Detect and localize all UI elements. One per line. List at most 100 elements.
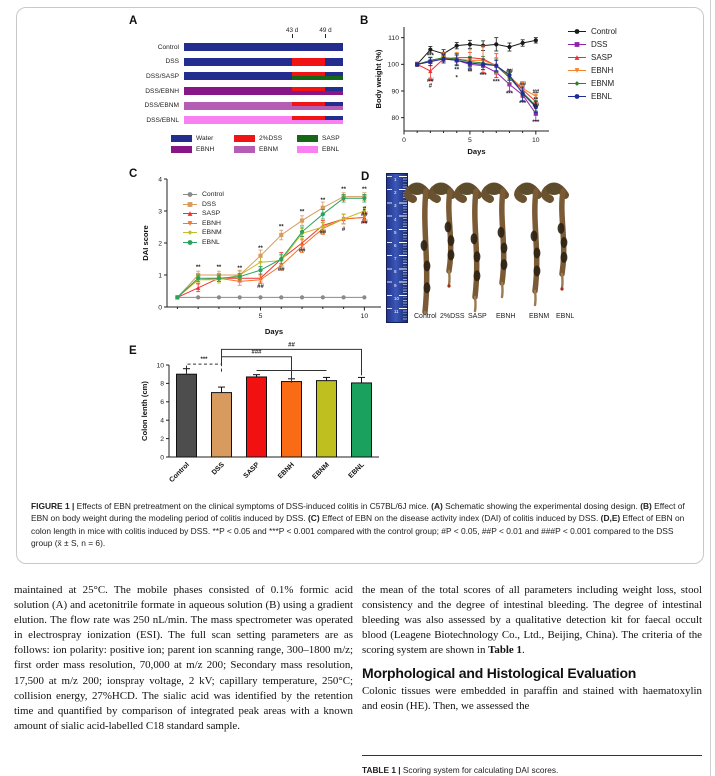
dose-segment-water: [184, 57, 293, 66]
legend-item-dss: DSS: [183, 201, 224, 208]
svg-text:EBNH: EBNH: [277, 461, 296, 480]
svg-text:##: ##: [427, 78, 434, 84]
svg-text:Days: Days: [467, 147, 485, 156]
svg-text:110: 110: [388, 35, 399, 42]
group-label: DSS: [165, 58, 179, 66]
dose-segment-water: [184, 43, 343, 52]
svg-text:#: #: [429, 83, 433, 89]
ruler-number: 1: [394, 177, 397, 182]
dose-segment-ebnh: [184, 87, 293, 92]
legend-label: EBNL: [322, 145, 340, 153]
dose-segment-dss: [292, 116, 326, 121]
schematic-row: DSS/EBNL: [131, 113, 366, 128]
series-EBNL: [175, 193, 367, 300]
dose-segment-ebnh: [184, 91, 343, 96]
schematic-row: DSS/EBNH: [131, 84, 366, 99]
dose-segment-sasp: [292, 76, 343, 81]
legend-swatch: [171, 145, 192, 153]
specimen-label: 2%DSS: [440, 313, 465, 320]
ruler-number: 4: [394, 216, 397, 222]
legend-label: DSS: [591, 40, 608, 49]
legend-label: EBNL: [591, 92, 612, 101]
group-label: DSS/EBNM: [144, 102, 179, 110]
body-column-left: maintained at 25°C. The mobile phases co…: [14, 583, 353, 734]
paragraph-dai-scoring: the mean of the total scores of all para…: [362, 583, 702, 658]
legend-label: Control: [202, 191, 224, 198]
panel-b-label: B: [360, 15, 369, 27]
svg-text:EBNL: EBNL: [347, 461, 366, 480]
panel-c: C 0 1 2 3 4 5 10 Days DAI score ** ** ** ** ** ** ** ** *…: [121, 161, 399, 341]
svg-text:***: ***: [519, 101, 527, 107]
svg-text:**: **: [196, 265, 201, 271]
legend-item-control: Control: [183, 191, 224, 198]
panel-a: A 43 d 49 d Control DSS DSS/SASP DSS/EBNH DSS/…: [121, 13, 373, 159]
legend-label: SASP: [591, 53, 613, 62]
dose-segment-dss: [292, 87, 326, 92]
ruler-number: 10: [394, 295, 400, 301]
svg-text:##: ##: [288, 342, 295, 348]
legend-label: EBNM: [202, 229, 222, 236]
dose-segment-dss: [292, 57, 326, 66]
ruler-ticks-left: [387, 176, 392, 320]
colon-group-labels: Control 2%DSS SASP EBNH EBNM EBNL: [356, 313, 686, 325]
ruler-number: 3: [394, 203, 397, 209]
svg-text:DAI score: DAI score: [141, 225, 150, 260]
bar-ebnh: [281, 381, 302, 458]
svg-text:**: **: [362, 187, 367, 193]
svg-text:10: 10: [532, 137, 540, 144]
text-segment: Scoring system for calculating DAI score…: [402, 765, 559, 775]
legend-marker-icon: [568, 94, 586, 99]
svg-text:**: **: [279, 225, 284, 231]
legend-label: EBNL: [202, 238, 220, 246]
text-segment: Effects of EBN pretreatment on the clini…: [76, 501, 432, 511]
dosing-bar: [184, 72, 343, 81]
colon-specimen-0: [404, 182, 432, 315]
schematic-row: DSS/SASP: [131, 69, 366, 84]
svg-text:***: ***: [480, 73, 488, 79]
legend-label: SASP: [322, 134, 340, 142]
svg-text:##: ##: [257, 284, 264, 290]
legend-item-ebnh: EBNH: [568, 66, 617, 75]
svg-text:EBNM: EBNM: [311, 461, 331, 481]
legend-marker-icon: [568, 55, 586, 60]
svg-text:100: 100: [388, 62, 400, 69]
svg-text:DSS: DSS: [211, 461, 226, 476]
legend-marker-icon: [183, 201, 197, 207]
svg-text:6: 6: [160, 399, 164, 406]
ruler-number: 11: [394, 309, 399, 314]
panel-d: D 1 2 3 4 5 6 7 8 9 10 11 Control 2%DSS SASP EBNH EBNM…: [356, 161, 691, 341]
text-segment: .: [521, 644, 525, 657]
legend-label: Water: [196, 134, 214, 142]
specimen-label: EBNH: [496, 313, 516, 320]
table-1-rule: [362, 755, 702, 756]
legend-item: EBNM: [234, 145, 297, 153]
legend-label: EBNH: [591, 66, 614, 75]
dose-segment-ebnm: [184, 105, 343, 110]
series-EBNL: [415, 54, 538, 113]
colon-specimen-4: [514, 182, 542, 307]
svg-text:**: **: [217, 265, 222, 271]
svg-text:##: ##: [319, 230, 326, 236]
ruler: 1 2 3 4 5 6 7 8 9 10 11: [386, 173, 408, 323]
schematic-row: DSS: [131, 55, 366, 70]
svg-text:0: 0: [160, 454, 164, 461]
series-Control: [415, 37, 538, 67]
bar-dss: [211, 392, 232, 458]
svg-text:10: 10: [156, 362, 164, 369]
text-segment: TABLE 1 |: [362, 765, 403, 775]
legend-label: EBNH: [202, 219, 221, 227]
dosing-bar: [184, 116, 343, 125]
bar-ebnl: [351, 382, 372, 458]
colon-specimens-photo: [404, 182, 569, 315]
text-segment: FIGURE 1 |: [31, 501, 77, 511]
series-Control: [175, 295, 367, 300]
legend-marker-icon: [183, 192, 197, 197]
legend-item-ebnl: EBNL: [568, 92, 617, 101]
dai-score-chart: 0 1 2 3 4 5 10 Days DAI score ** ** ** ** ** ** ** ** ** #…: [141, 176, 381, 336]
svg-text:##: ##: [532, 90, 539, 96]
svg-text:***: ***: [427, 53, 435, 59]
svg-text:5: 5: [468, 137, 472, 144]
specimen-label: EBNL: [556, 313, 575, 320]
legend-item-ebnm: EBNM: [183, 229, 224, 236]
legend-swatch: [234, 134, 255, 142]
